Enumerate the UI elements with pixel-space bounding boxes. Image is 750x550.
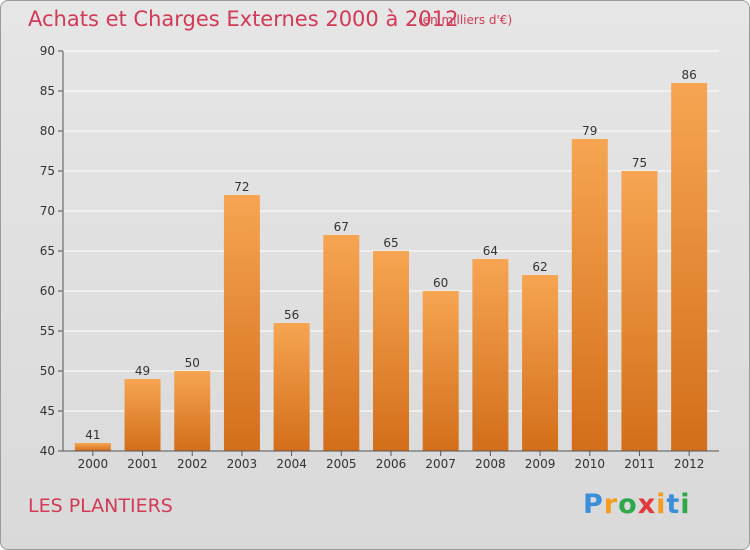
bar-2002: [174, 371, 211, 451]
bar-value-label: 64: [483, 244, 498, 258]
bar-value-label: 72: [234, 180, 249, 194]
y-tick-label: 75: [40, 164, 55, 178]
chart-subtitle: (en milliers d'€): [418, 13, 513, 27]
x-tick-label: 2009: [525, 457, 556, 471]
bar-2007: [422, 291, 459, 451]
bar-2000: [74, 443, 111, 451]
y-tick-label: 50: [40, 364, 55, 378]
y-tick-label: 55: [40, 324, 55, 338]
y-tick-label: 45: [40, 404, 55, 418]
bar-2009: [522, 275, 559, 451]
logo-letter: i: [680, 489, 691, 520]
y-tick-label: 80: [40, 124, 55, 138]
logo-letter: i: [656, 489, 667, 520]
x-tick-label: 2012: [674, 457, 705, 471]
bar-value-label: 56: [284, 308, 299, 322]
axes: 40 45 50 55 60 65 70 75 80 85 90 2000 2001 2002 2003 20…: [40, 44, 719, 471]
y-tick-label: 60: [40, 284, 55, 298]
logo-letter: r: [603, 489, 619, 520]
y-tick-label: 90: [40, 44, 55, 58]
x-tick-label: 2008: [475, 457, 506, 471]
bar-value-label: 75: [632, 156, 647, 170]
bar-2012: [671, 83, 708, 451]
bar-value-label: 67: [334, 220, 349, 234]
logo-letter: t: [666, 489, 681, 520]
bar-2001: [124, 379, 161, 451]
bar-2011: [621, 171, 658, 451]
bars: 41 49 50 72 56 67 65 60 64 62 79 75 86: [74, 68, 708, 451]
x-tick-label: 2000: [78, 457, 109, 471]
x-tick-label: 2001: [127, 457, 158, 471]
logo-letter: x: [637, 489, 657, 520]
logo-letter: P: [583, 489, 604, 520]
proxiti-logo: Proxiti: [583, 489, 691, 520]
bar-value-label: 60: [433, 276, 448, 290]
bar-2006: [373, 251, 409, 451]
bar-value-label: 50: [185, 356, 200, 370]
x-tick-label: 2005: [326, 457, 357, 471]
x-tick-label: 2007: [425, 457, 456, 471]
bar-2008: [472, 259, 509, 451]
y-tick-label: 40: [40, 444, 55, 458]
place-name: LES PLANTIERS: [28, 495, 173, 517]
x-tick-label: 2002: [177, 457, 208, 471]
y-tick-label: 85: [40, 84, 55, 98]
logo-letter: o: [618, 489, 638, 520]
bar-value-label: 86: [682, 68, 697, 82]
x-tick-label: 2010: [574, 457, 605, 471]
y-tick-label: 65: [40, 244, 55, 258]
bar-value-label: 41: [85, 428, 100, 442]
x-tick-label: 2004: [276, 457, 307, 471]
bar-value-label: 62: [532, 260, 547, 274]
bar-value-label: 79: [582, 124, 597, 138]
bar-2005: [323, 235, 360, 451]
x-tick-label: 2003: [227, 457, 258, 471]
bar-2004: [273, 323, 310, 451]
y-tick-label: 70: [40, 204, 55, 218]
bar-value-label: 49: [135, 364, 150, 378]
chart-title: Achats et Charges Externes 2000 à 2012: [28, 7, 459, 31]
x-tick-label: 2006: [376, 457, 407, 471]
bar-2003: [223, 195, 260, 451]
bar-value-label: 65: [383, 236, 398, 250]
bar-2010: [571, 139, 608, 451]
x-tick-label: 2011: [624, 457, 655, 471]
